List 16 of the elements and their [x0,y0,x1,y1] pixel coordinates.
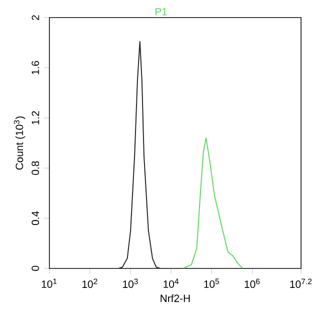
x-tick-label: 10$^{1}$ [42,278,57,288]
x-tick-label: 10$^{6}$ [244,278,260,288]
y-tick-label: 0.4 [32,211,40,225]
y-tick-label: 0 [32,266,40,271]
x-tick-label: 10$^{2}$ [82,278,98,288]
y-tick-label: 1.2 [32,110,40,124]
y-axis-title: Count (10$^{3}$) [14,116,26,170]
y-tick-label: 1.6 [32,60,40,74]
text: P1 [155,8,167,16]
x-tick-label: 10$^{3}$ [123,278,138,288]
x-tick-label: 10$^{7.2}$ [290,278,312,288]
x-axis-title: Nrf2-H [160,294,190,302]
y-tick-label: 0.8 [32,161,40,175]
x-tick-label: 10$^{4}$ [164,278,179,288]
y-tick-label: 2 [32,15,40,20]
x-tick-label: 10$^{5}$ [204,278,220,288]
